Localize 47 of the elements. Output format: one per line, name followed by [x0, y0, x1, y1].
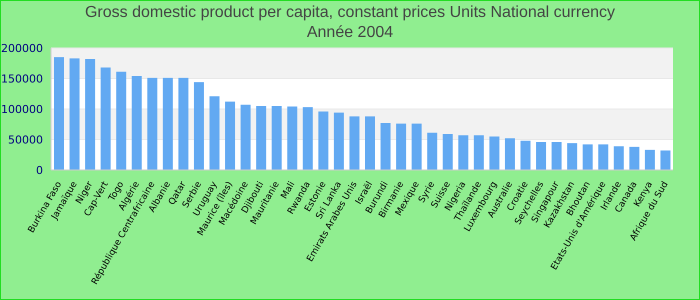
- bar: [54, 57, 64, 170]
- y-tick-label: 200000: [1, 42, 43, 55]
- bar: [287, 106, 298, 170]
- bar: [598, 144, 608, 170]
- y-tick-label: 100000: [1, 102, 43, 116]
- bar: [210, 96, 220, 170]
- bar: [178, 78, 188, 170]
- y-tick-label: 50000: [8, 133, 43, 146]
- bar: [70, 58, 80, 170]
- bar: [614, 146, 624, 170]
- bar: [489, 136, 500, 170]
- bar: [629, 146, 640, 170]
- bar: [567, 143, 578, 170]
- y-tick-label: 150000: [1, 72, 43, 86]
- bar: [365, 116, 375, 170]
- bar: [318, 111, 328, 170]
- bar: [536, 142, 546, 170]
- bar: [412, 124, 422, 170]
- bar: [194, 82, 204, 170]
- bar: [225, 102, 236, 170]
- bar: [474, 135, 484, 170]
- bar: [520, 140, 530, 170]
- bar: [427, 132, 438, 170]
- bar: [240, 104, 251, 170]
- bar: [396, 124, 406, 170]
- bar: [644, 150, 655, 170]
- y-tick-label: 0: [36, 164, 43, 177]
- bar: [256, 106, 266, 170]
- chart-title: Gross domestic product per capita, constant prices Units National currency: [84, 4, 616, 22]
- bar: [132, 76, 142, 170]
- bar: [380, 123, 391, 170]
- bar: [660, 150, 670, 170]
- bar: [582, 144, 593, 170]
- bar: [162, 78, 173, 170]
- bar: [334, 112, 344, 170]
- bar: [272, 106, 282, 170]
- bar: [147, 78, 158, 170]
- bar: [504, 138, 515, 170]
- bar: [458, 135, 468, 170]
- bar: [349, 116, 360, 170]
- bar: [116, 72, 126, 170]
- bar: [302, 107, 313, 170]
- chart-subtitle: Année 2004: [306, 24, 394, 42]
- bar: [100, 68, 111, 170]
- bar: [552, 142, 562, 170]
- bar: [442, 134, 453, 170]
- bar: [85, 58, 96, 170]
